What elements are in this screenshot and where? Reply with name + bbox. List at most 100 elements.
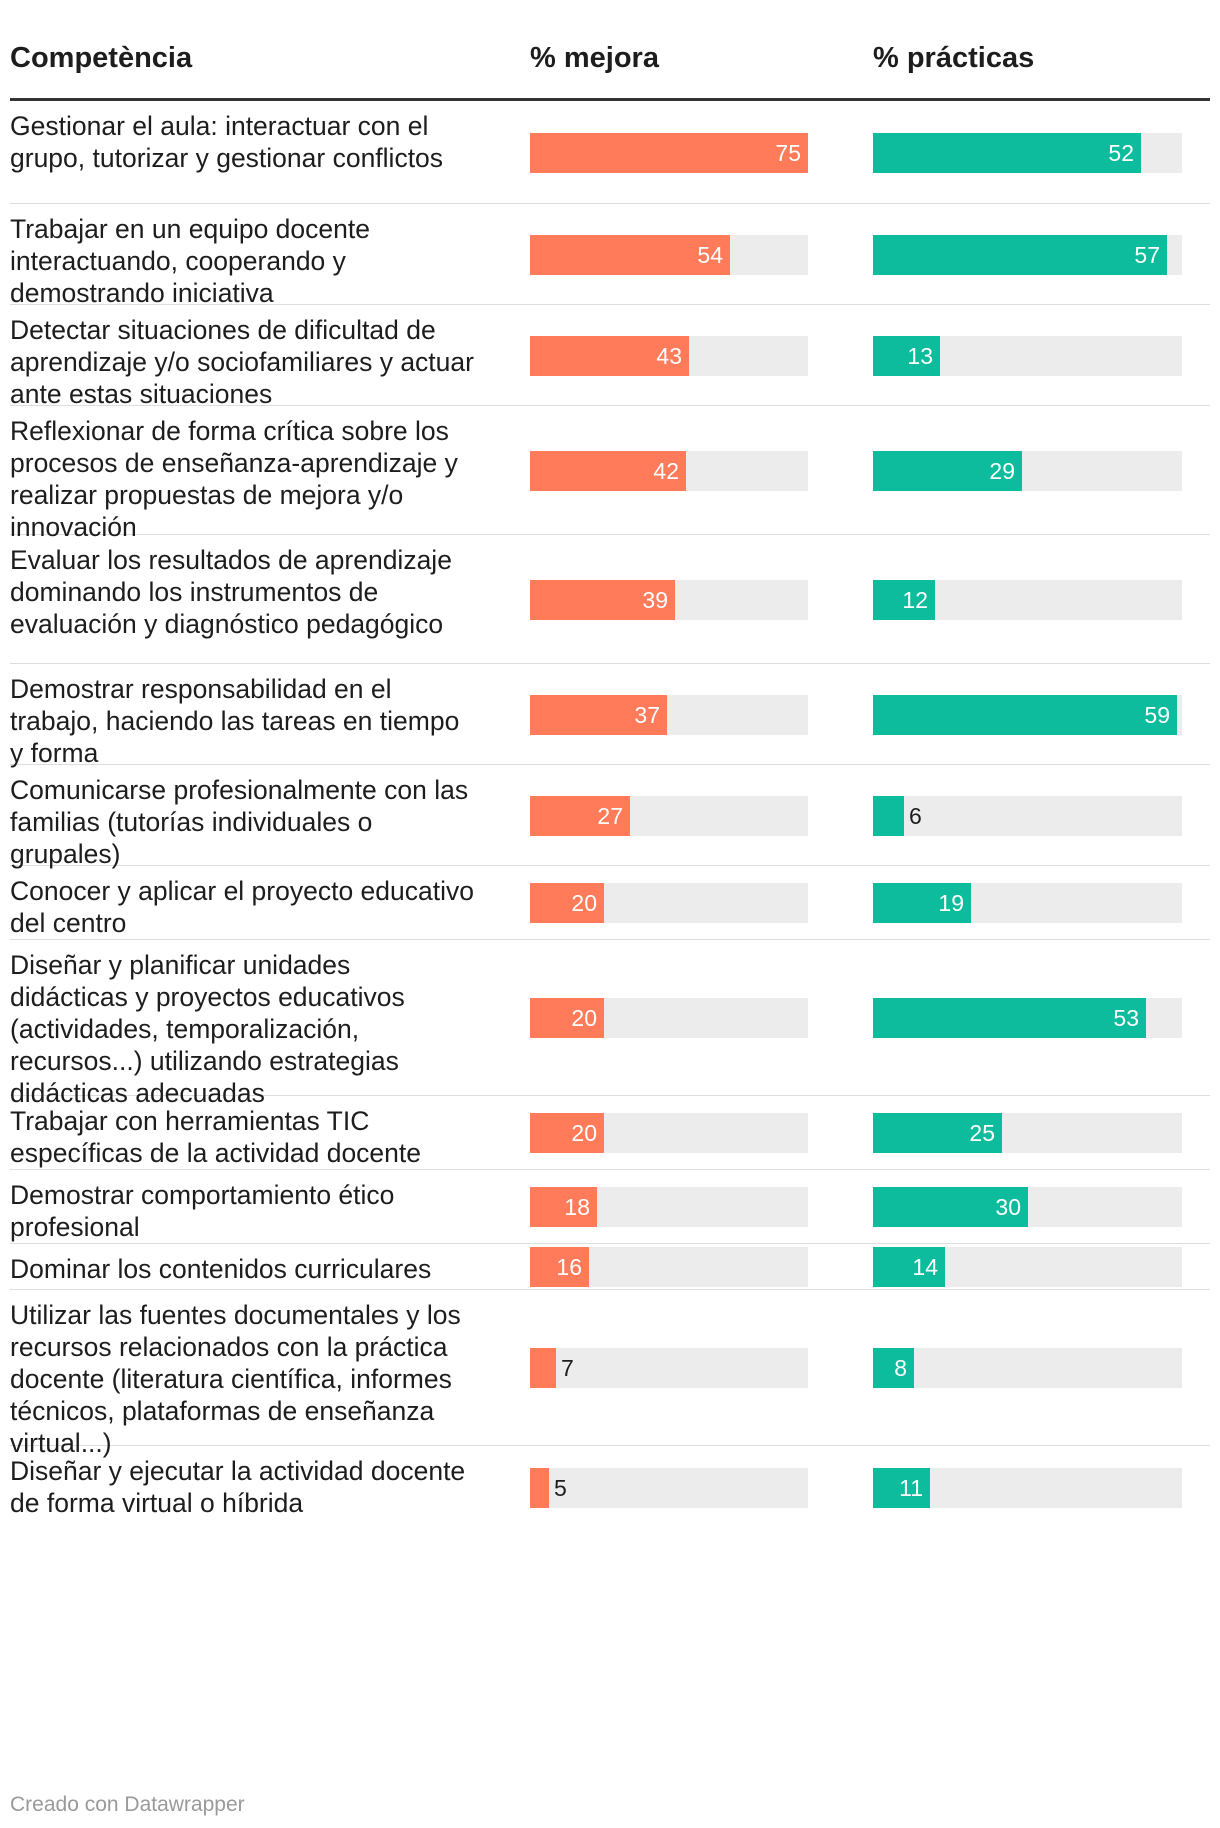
mejora-bar — [530, 133, 808, 173]
practicas-value-label: 53 — [1113, 1005, 1139, 1031]
practicas-bar-track: 19 — [873, 883, 1182, 923]
table-row: Utilizar las fuentes documentales y los … — [10, 1290, 1210, 1458]
mejora-bar — [530, 883, 604, 923]
practicas-bar — [873, 1348, 914, 1388]
competence-label: Dominar los contenidos curriculares — [10, 1254, 432, 1284]
competence-label: Diseñar y planificar unidades didácticas… — [10, 950, 405, 1108]
mejora-value-label: 7 — [561, 1355, 574, 1381]
competence-label: Comunicarse profesionalmente con las fam… — [10, 775, 469, 869]
table-row: Diseñar y planificar unidades didácticas… — [10, 940, 1210, 1108]
table-row: Comunicarse profesionalmente con las fam… — [10, 765, 1210, 869]
competence-label: Demostrar comportamiento ético profesion… — [10, 1180, 395, 1242]
table-row: Trabajar con herramientas TIC específica… — [10, 1096, 1210, 1170]
competence-label: Trabajar con herramientas TIC específica… — [10, 1106, 422, 1168]
table-row: Reflexionar de forma crítica sobre los p… — [10, 406, 1210, 542]
competence-label: Demostrar responsabilidad en el trabajo,… — [10, 674, 460, 768]
mejora-bar-track: 20 — [530, 1113, 808, 1153]
practicas-bar — [873, 336, 940, 376]
practicas-value-label: 8 — [894, 1355, 907, 1381]
mejora-value-label: 75 — [775, 140, 801, 166]
table-row: Detectar situaciones de dificultad de ap… — [10, 305, 1210, 409]
mejora-bar — [530, 336, 689, 376]
practicas-value-label: 13 — [907, 343, 933, 369]
practicas-bar — [873, 580, 935, 620]
mejora-bar — [530, 1247, 589, 1287]
mejora-value-label: 54 — [697, 242, 723, 268]
mejora-bar — [530, 1468, 549, 1508]
practicas-bar-track: 12 — [873, 580, 1182, 620]
practicas-value-label: 57 — [1134, 242, 1160, 268]
practicas-bar — [873, 235, 1167, 275]
practicas-value-label: 29 — [989, 458, 1015, 484]
table-body: Gestionar el aula: interactuar con el gr… — [10, 101, 1210, 1530]
competence-label: Evaluar los resultados de aprendizaje do… — [10, 545, 452, 639]
practicas-bar-track: 6 — [873, 796, 1182, 836]
table-row: Evaluar los resultados de aprendizaje do… — [10, 535, 1210, 664]
practicas-bar-track: 52 — [873, 133, 1182, 173]
mejora-value-label: 42 — [653, 458, 679, 484]
table-row: Dominar los contenidos curriculares 16 14 — [10, 1244, 1210, 1290]
practicas-value-label: 6 — [909, 803, 922, 829]
table-row: Gestionar el aula: interactuar con el gr… — [10, 101, 1210, 204]
mejora-bar — [530, 796, 630, 836]
competence-label: Detectar situaciones de dificultad de ap… — [10, 315, 474, 409]
column-header-practicas: % prácticas — [873, 42, 1035, 74]
practicas-bar-track: 25 — [873, 1113, 1182, 1153]
mejora-bar-track: 39 — [530, 580, 808, 620]
mejora-bar-track: 18 — [530, 1187, 808, 1227]
practicas-value-label: 19 — [938, 890, 964, 916]
competence-label: Utilizar las fuentes documentales y los … — [10, 1300, 461, 1458]
competence-label: Trabajar en un equipo docente interactua… — [10, 214, 370, 308]
mejora-bar — [530, 235, 730, 275]
mejora-bar — [530, 451, 686, 491]
mejora-bar-track: 7 — [530, 1348, 808, 1388]
table-row: Diseñar y ejecutar la actividad docente … — [10, 1446, 1210, 1530]
mejora-bar-track: 37 — [530, 695, 808, 735]
mejora-bar-track: 43 — [530, 336, 808, 376]
table-header: Competència % mejora % prácticas — [10, 0, 1210, 101]
column-header-mejora: % mejora — [530, 42, 659, 74]
mejora-value-label: 39 — [642, 587, 668, 613]
practicas-value-label: 12 — [902, 587, 928, 613]
table-row: Conocer y aplicar el proyecto educativo … — [10, 866, 1210, 940]
mejora-value-label: 18 — [564, 1194, 590, 1220]
table-row: Demostrar comportamiento ético profesion… — [10, 1170, 1210, 1244]
practicas-bar — [873, 883, 971, 923]
practicas-bar-track: 53 — [873, 998, 1182, 1038]
practicas-bar-track: 8 — [873, 1348, 1182, 1388]
mejora-bar-track: 5 — [530, 1468, 808, 1508]
mejora-value-label: 37 — [634, 702, 660, 728]
practicas-bar — [873, 998, 1146, 1038]
mejora-value-label: 27 — [597, 803, 623, 829]
practicas-value-label: 14 — [912, 1254, 938, 1280]
competence-label: Conocer y aplicar el proyecto educativo … — [10, 876, 474, 938]
practicas-bar — [873, 1468, 930, 1508]
mejora-bar — [530, 1348, 556, 1388]
table-row: Trabajar en un equipo docente interactua… — [10, 204, 1210, 308]
mejora-bar-track: 16 — [530, 1247, 808, 1287]
practicas-bar — [873, 695, 1177, 735]
practicas-bar — [873, 1113, 1002, 1153]
mejora-bar — [530, 695, 667, 735]
footer-credit: Creado con Datawrapper — [10, 1793, 245, 1816]
practicas-bar — [873, 133, 1141, 173]
mejora-bar-track: 20 — [530, 883, 808, 923]
competence-label: Reflexionar de forma crítica sobre los p… — [10, 416, 458, 542]
practicas-bar-track: 30 — [873, 1187, 1182, 1227]
mejora-bar — [530, 1113, 604, 1153]
mejora-bar-track: 27 — [530, 796, 808, 836]
mejora-bar — [530, 998, 604, 1038]
competence-label: Gestionar el aula: interactuar con el gr… — [10, 111, 444, 173]
mejora-bar-track: 75 — [530, 133, 808, 173]
practicas-bar — [873, 1247, 945, 1287]
column-header-competencia: Competència — [10, 42, 193, 74]
mejora-value-label: 43 — [656, 343, 682, 369]
practicas-bar-track: 13 — [873, 336, 1182, 376]
competence-label: Diseñar y ejecutar la actividad docente … — [10, 1456, 466, 1518]
practicas-bar-track: 57 — [873, 235, 1182, 275]
mejora-value-label: 20 — [571, 1005, 597, 1031]
practicas-value-label: 52 — [1108, 140, 1134, 166]
table-chart: Competència % mejora % prácticas Gestion… — [10, 0, 1210, 1530]
practicas-bar-track: 11 — [873, 1468, 1182, 1508]
mejora-value-label: 16 — [556, 1254, 582, 1280]
